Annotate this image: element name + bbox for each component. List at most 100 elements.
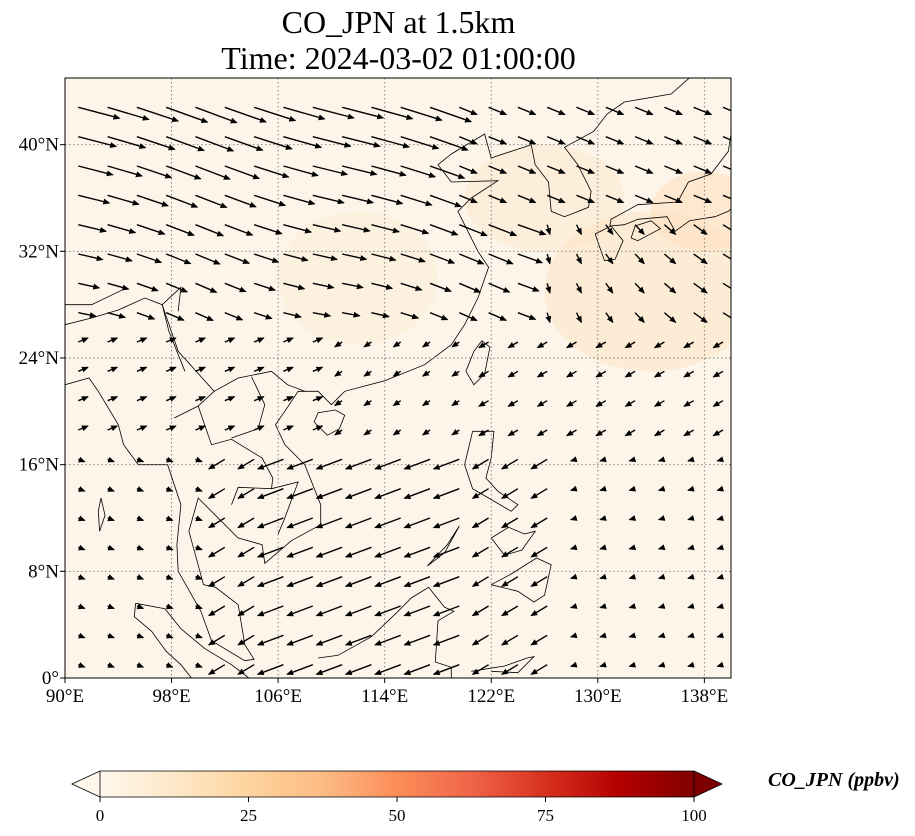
wind-arrow xyxy=(716,485,724,492)
wind-arrow xyxy=(334,340,343,348)
wind-arrow xyxy=(517,282,540,292)
wind-arrow xyxy=(107,574,115,580)
wind-arrow xyxy=(716,515,724,521)
wind-arrow xyxy=(344,517,372,529)
y-tick-label: 8°N xyxy=(28,561,59,582)
wind-arrow xyxy=(283,312,302,319)
wind-arrow xyxy=(341,194,375,205)
coastline-segment xyxy=(231,376,266,439)
wind-arrow xyxy=(530,576,548,587)
wind-arrow xyxy=(663,312,677,323)
wind-arrow xyxy=(207,458,226,470)
wind-arrow xyxy=(501,546,519,558)
wind-arrow xyxy=(657,661,666,668)
wind-arrow xyxy=(195,486,203,492)
wind-arrow xyxy=(712,400,724,407)
wind-arrow xyxy=(78,136,118,148)
coastlines xyxy=(65,78,731,678)
wind-arrow xyxy=(78,662,86,668)
wind-arrow xyxy=(312,194,345,205)
wind-arrow xyxy=(392,370,402,377)
wind-arrow xyxy=(451,370,460,377)
wind-arrow xyxy=(599,456,607,463)
wind-arrow xyxy=(429,194,462,208)
wind-arrow xyxy=(507,429,519,437)
wind-arrow xyxy=(595,341,607,349)
wind-arrow xyxy=(256,576,284,588)
wind-arrow xyxy=(432,488,460,500)
wind-arrow xyxy=(237,546,255,558)
coastline-segment xyxy=(65,297,186,372)
wind-arrow xyxy=(136,486,145,492)
wind-arrow xyxy=(195,396,207,402)
wind-arrow xyxy=(517,106,537,116)
wind-arrow xyxy=(451,340,460,348)
wind-arrow xyxy=(605,253,614,265)
wind-arrow xyxy=(253,224,283,235)
x-tick-label: 114°E xyxy=(361,686,408,707)
wind-arrow xyxy=(286,576,314,588)
wind-arrow xyxy=(165,544,174,551)
coastline-segment xyxy=(465,340,491,386)
wind-arrow xyxy=(432,546,460,558)
coastline-segment xyxy=(135,602,250,678)
wind-arrow xyxy=(312,337,324,344)
wind-arrow xyxy=(165,486,174,492)
wind-arrow xyxy=(78,366,89,373)
wind-arrow xyxy=(657,456,666,463)
wind-arrow xyxy=(400,224,430,235)
wind-arrow xyxy=(371,312,390,319)
wind-arrow xyxy=(237,488,255,499)
wind-arrow xyxy=(716,603,724,609)
concentration-patch xyxy=(278,211,438,345)
wind-arrow xyxy=(400,312,420,320)
wind-arrow xyxy=(374,634,401,646)
longitude-ticks: 90°E 98°E 106°E 114°E 122°E 130°E 138°E xyxy=(46,678,728,707)
wind-arrow xyxy=(371,253,397,262)
y-tick-label: 24°N xyxy=(19,348,60,369)
wind-arrow xyxy=(315,546,343,558)
wind-arrow xyxy=(165,194,199,208)
wind-arrow xyxy=(722,165,731,171)
colorbar-tick-label: 75 xyxy=(537,806,554,825)
wind-arrow xyxy=(207,546,226,558)
wind-arrow xyxy=(283,106,326,121)
wind-arrow xyxy=(136,425,148,432)
colorbar-label: CO_JPN (ppbv) xyxy=(768,769,900,791)
wind-arrow xyxy=(78,515,86,522)
wind-arrow xyxy=(371,165,407,177)
wind-arrow xyxy=(334,428,343,436)
wind-arrow xyxy=(432,517,460,529)
wind-arrow xyxy=(451,399,460,407)
colorbar-ticks: 0 25 50 75 100 xyxy=(96,797,707,825)
wind-arrow xyxy=(634,106,654,116)
wind-arrow xyxy=(712,429,724,437)
wind-arrow xyxy=(569,661,578,668)
wind-arrow xyxy=(136,253,163,264)
coastline-segment xyxy=(133,603,192,678)
wind-arrow xyxy=(107,366,119,373)
colorbar-tick-label: 25 xyxy=(240,806,257,825)
wind-arrow xyxy=(107,282,130,291)
wind-arrow xyxy=(628,456,637,463)
colorbar-extend-max xyxy=(693,770,723,798)
wind-arrow xyxy=(471,634,489,646)
wind-arrow xyxy=(664,136,683,145)
wind-arrow xyxy=(392,399,402,407)
wind-arrow xyxy=(253,106,297,122)
wind-arrow xyxy=(628,661,637,668)
wind-arrow xyxy=(576,136,596,145)
wind-arrow xyxy=(78,456,86,463)
wind-arrow xyxy=(256,517,284,529)
wind-arrow xyxy=(478,429,489,437)
wind-arrow xyxy=(224,337,236,344)
wind-arrow xyxy=(569,515,578,521)
wind-arrow xyxy=(78,425,89,432)
wind-arrow xyxy=(374,546,401,558)
wind-arrow xyxy=(546,136,566,145)
latitude-ticks: 0° 8°N 16°N 24°N 32°N 40°N xyxy=(19,135,65,689)
wind-arrow xyxy=(195,312,214,322)
wind-arrow xyxy=(256,546,284,558)
wind-arrow xyxy=(693,165,713,174)
wind-arrow xyxy=(471,488,489,499)
